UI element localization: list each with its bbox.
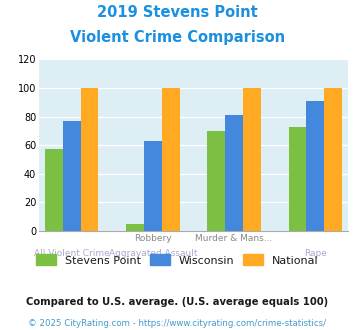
Bar <box>324 88 342 231</box>
Bar <box>45 149 62 231</box>
Text: Violent Crime Comparison: Violent Crime Comparison <box>70 30 285 45</box>
Text: Robbery: Robbery <box>134 234 172 243</box>
Text: Rape: Rape <box>304 249 327 258</box>
Bar <box>207 131 225 231</box>
Bar <box>225 115 243 231</box>
Bar <box>289 127 306 231</box>
Text: Aggravated Assault: Aggravated Assault <box>109 249 197 258</box>
Text: All Violent Crime: All Violent Crime <box>34 249 109 258</box>
Bar <box>126 224 144 231</box>
Text: 2019 Stevens Point: 2019 Stevens Point <box>97 5 258 20</box>
Bar <box>162 88 180 231</box>
Text: Compared to U.S. average. (U.S. average equals 100): Compared to U.S. average. (U.S. average … <box>26 297 329 307</box>
Text: © 2025 CityRating.com - https://www.cityrating.com/crime-statistics/: © 2025 CityRating.com - https://www.city… <box>28 319 327 328</box>
Bar <box>144 141 162 231</box>
Bar <box>81 88 98 231</box>
Bar <box>243 88 261 231</box>
Bar <box>306 101 324 231</box>
Text: Murder & Mans...: Murder & Mans... <box>195 234 273 243</box>
Legend: Stevens Point, Wisconsin, National: Stevens Point, Wisconsin, National <box>32 250 323 270</box>
Bar <box>62 121 81 231</box>
